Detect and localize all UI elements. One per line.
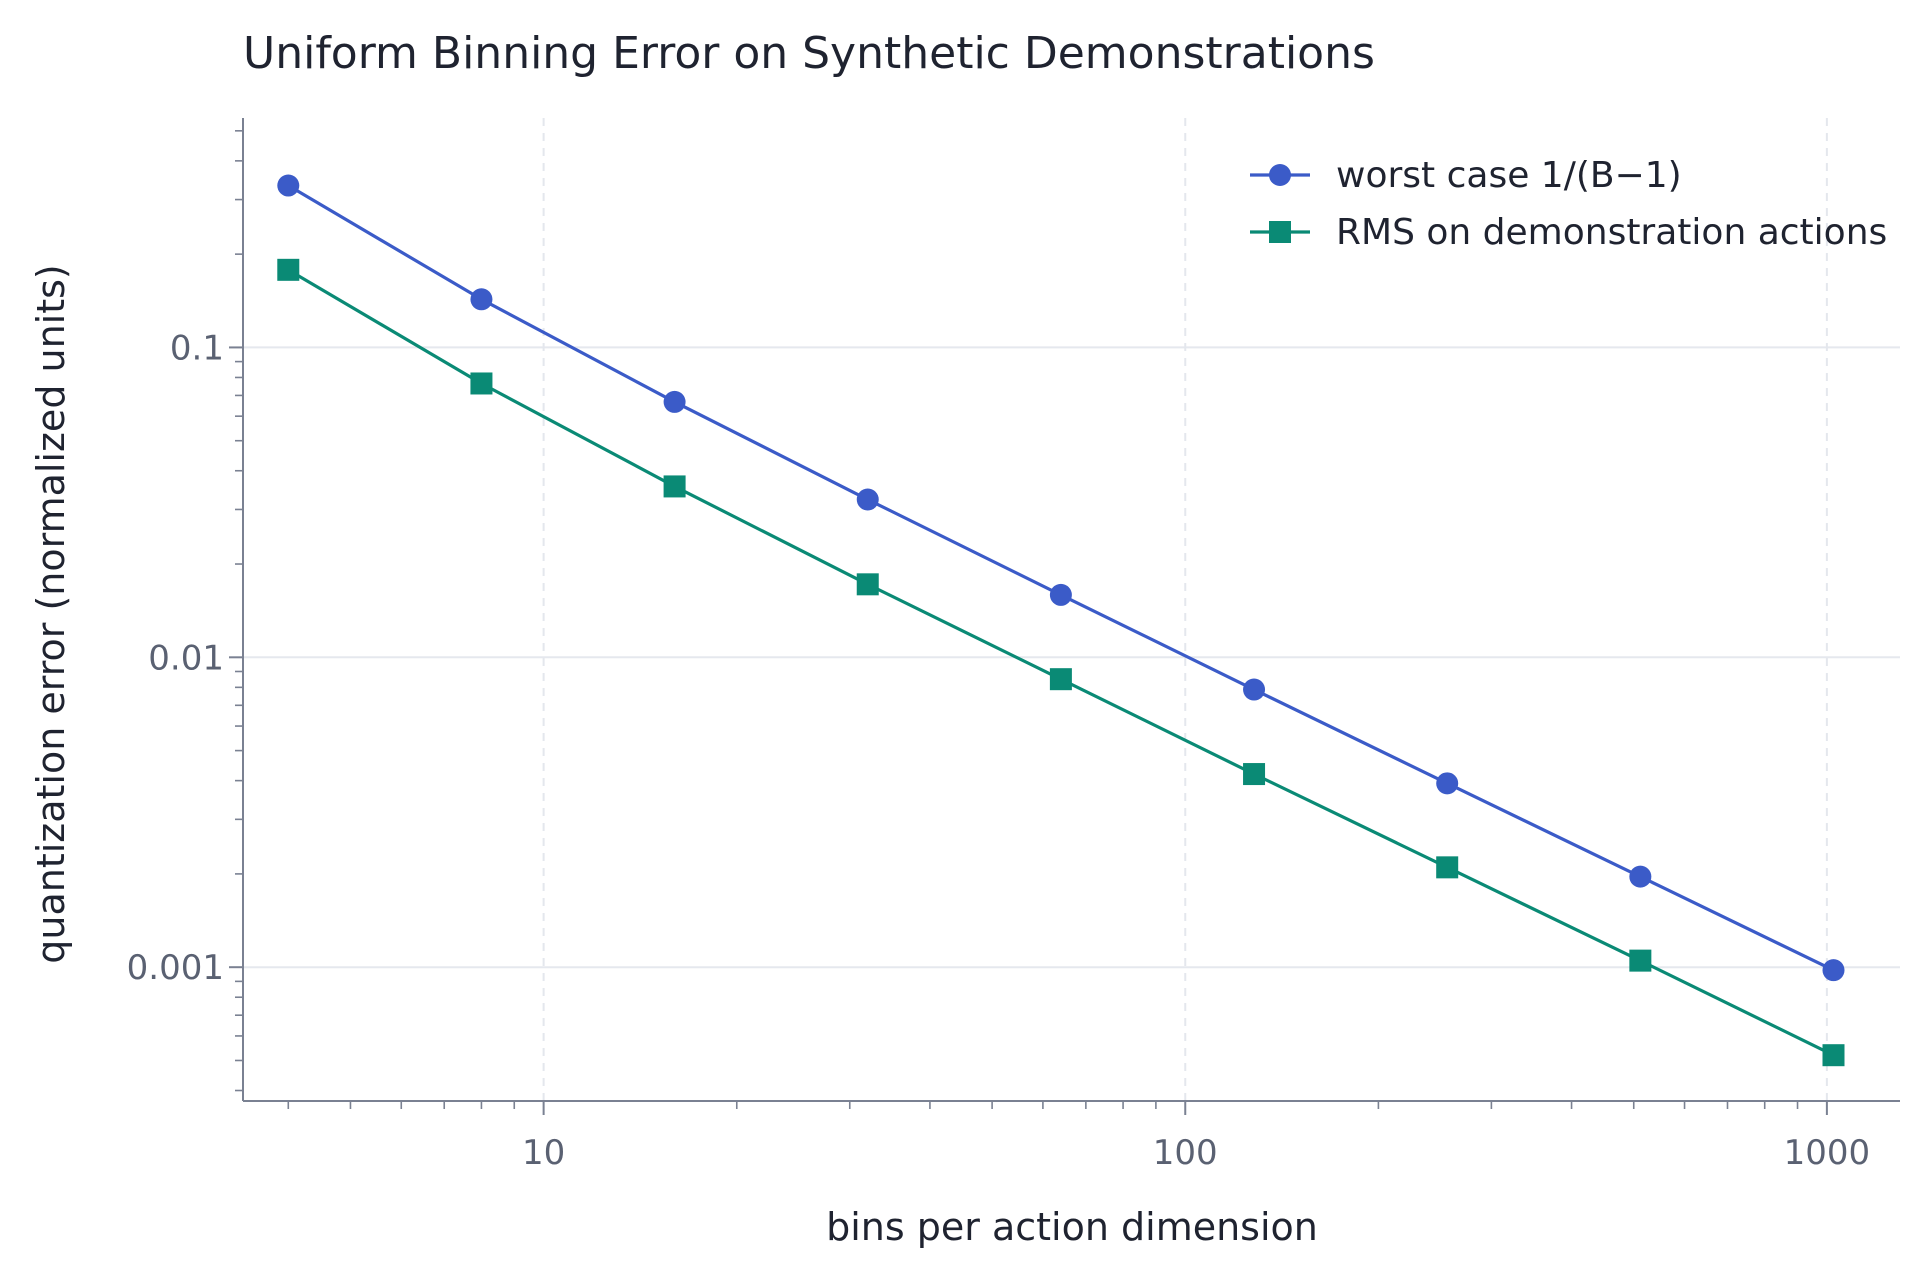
series-0-point-2 bbox=[663, 390, 686, 413]
x-tick-label-0: 10 bbox=[522, 1133, 565, 1173]
series-line-1 bbox=[286, 268, 1836, 1057]
legend-layer: worst case 1/(B−1) RMS on demonstration a… bbox=[1250, 155, 1887, 253]
series-1-point-2 bbox=[663, 475, 686, 498]
y-tick-label-2: 0.1 bbox=[170, 328, 224, 368]
series-0-point-6 bbox=[1436, 772, 1459, 795]
series-1-point-0 bbox=[277, 258, 300, 281]
series-0-point-0 bbox=[277, 174, 300, 197]
series-1-point-3 bbox=[856, 573, 879, 596]
y-axis-label: quantization error (normalized units) bbox=[29, 264, 73, 964]
legend-label-0: worst case 1/(B−1) bbox=[1336, 155, 1682, 196]
series-0-point-5 bbox=[1243, 678, 1266, 701]
legend-label-1: RMS on demonstration actions bbox=[1336, 212, 1887, 253]
x-axis-label: bins per action dimension bbox=[826, 1205, 1318, 1249]
axes-layer: 10 100 1000 0.001 0.01 0.1 bbox=[127, 118, 1900, 1173]
x-tick-label-2: 1000 bbox=[1784, 1133, 1871, 1173]
y-tick-label-0: 0.001 bbox=[127, 948, 224, 988]
y-tick-label-1: 0.01 bbox=[148, 638, 224, 678]
series-0-point-3 bbox=[856, 488, 879, 511]
series-1-point-4 bbox=[1049, 668, 1072, 691]
grid-layer bbox=[243, 118, 1900, 1101]
series-0-point-8 bbox=[1822, 959, 1845, 982]
x-tick-label-1: 100 bbox=[1153, 1133, 1218, 1173]
chart-title: Uniform Binning Error on Synthetic Demon… bbox=[243, 28, 1375, 79]
series-line-0 bbox=[286, 183, 1836, 972]
series-layer bbox=[277, 174, 1845, 1067]
series-0-point-7 bbox=[1629, 865, 1652, 888]
series-0-point-4 bbox=[1049, 583, 1072, 606]
series-1-point-6 bbox=[1436, 856, 1459, 879]
legend-marker-0 bbox=[1269, 164, 1291, 186]
legend-marker-1 bbox=[1269, 221, 1291, 243]
series-1-point-7 bbox=[1629, 949, 1652, 972]
series-1-point-1 bbox=[470, 372, 493, 395]
series-1-point-5 bbox=[1243, 763, 1266, 786]
series-0-point-1 bbox=[470, 288, 493, 311]
series-1-point-8 bbox=[1822, 1044, 1845, 1067]
